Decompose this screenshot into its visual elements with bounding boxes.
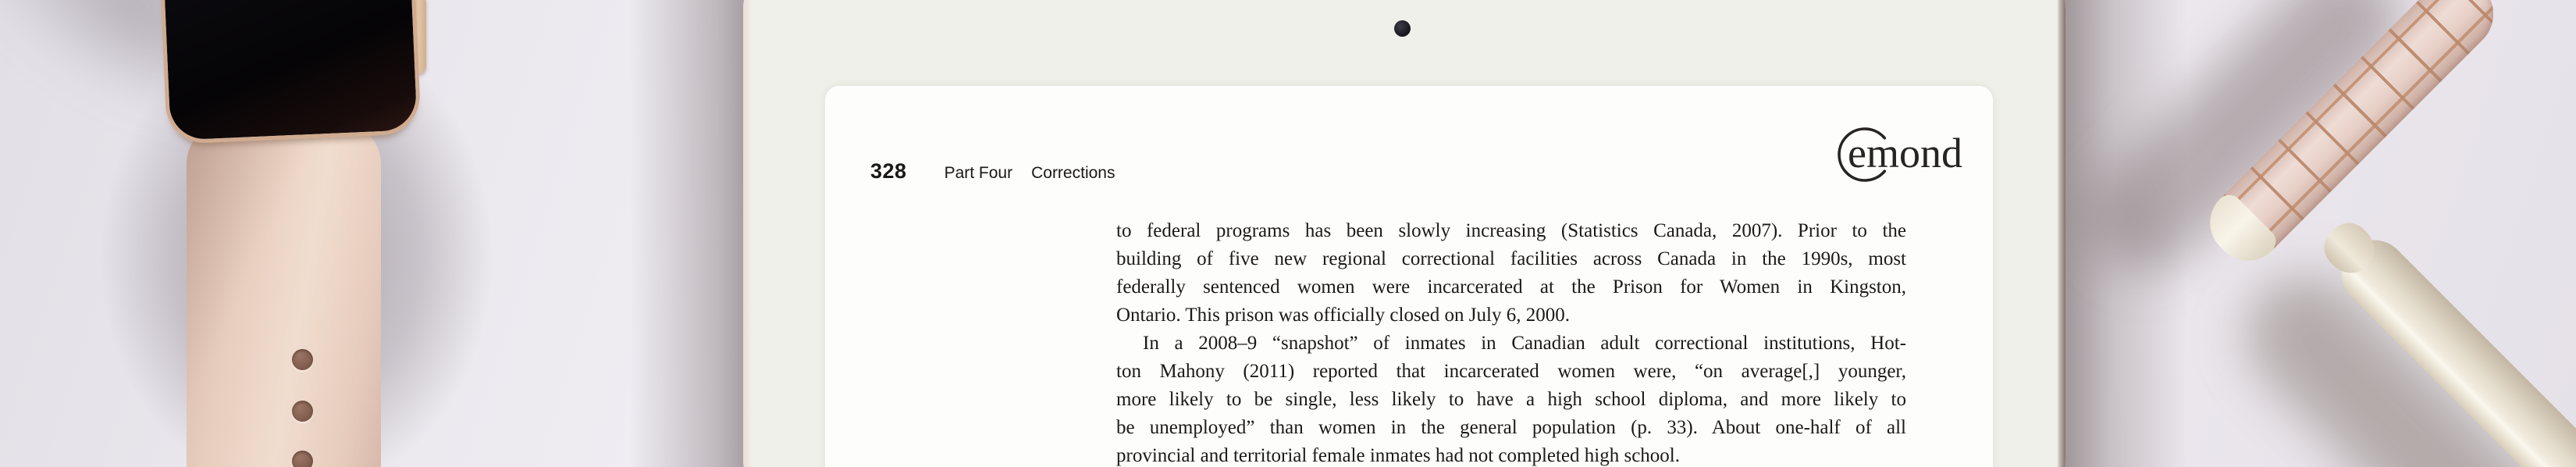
text-line: provincial and territorial female inmate… bbox=[1116, 445, 1680, 466]
part-label: Part Four bbox=[944, 164, 1013, 182]
rose-pen-tip bbox=[2196, 189, 2282, 275]
camera-dot-icon bbox=[1394, 20, 1411, 37]
tablet: 328 Part Four Corrections emond to feder… bbox=[743, 0, 2065, 467]
text-line: ton Mahony (2011) reported that incarcer… bbox=[1116, 361, 1906, 382]
cream-pen-nib bbox=[2315, 214, 2385, 283]
text-line: federally sentenced women were incarcera… bbox=[1116, 276, 1906, 298]
band-hole bbox=[292, 401, 313, 422]
paragraph: In a 2008–9 “snapshot” of inmates in Can… bbox=[1116, 330, 1906, 467]
cream-pen bbox=[2315, 214, 2576, 467]
apple-watch bbox=[0, 0, 484, 467]
emond-logo-text: emond bbox=[1848, 130, 1962, 176]
text-line: building of five new regional correction… bbox=[1116, 248, 1906, 269]
emond-logo: emond bbox=[1837, 120, 1985, 187]
body-text: to federal programs has been slowly incr… bbox=[1116, 217, 1906, 467]
band-hole bbox=[292, 451, 313, 467]
paragraph: to federal programs has been slowly incr… bbox=[1116, 217, 1906, 330]
watch-screen bbox=[159, 0, 422, 144]
text-line: Ontario. This prison was officially clos… bbox=[1116, 305, 1570, 326]
section-label: Corrections bbox=[1031, 164, 1115, 182]
band-hole bbox=[292, 349, 313, 370]
text-line: more likely to be single, less likely to… bbox=[1116, 389, 1906, 410]
text-line: to federal programs has been slowly incr… bbox=[1116, 220, 1906, 241]
emond-circle-mark-icon: emond bbox=[1838, 127, 1962, 182]
page-number: 328 bbox=[870, 159, 907, 183]
watch-band bbox=[187, 122, 381, 467]
text-line: be unemployed” than women in the general… bbox=[1116, 417, 1906, 438]
tablet-right-shadow bbox=[2062, 0, 2187, 467]
text-line: In a 2008–9 “snapshot” of inmates in Can… bbox=[1143, 333, 1906, 354]
tablet-page[interactable]: 328 Part Four Corrections emond to feder… bbox=[825, 86, 1993, 467]
tablet-left-shadow bbox=[629, 0, 751, 467]
page-header: 328 Part Four Corrections bbox=[870, 159, 1115, 184]
